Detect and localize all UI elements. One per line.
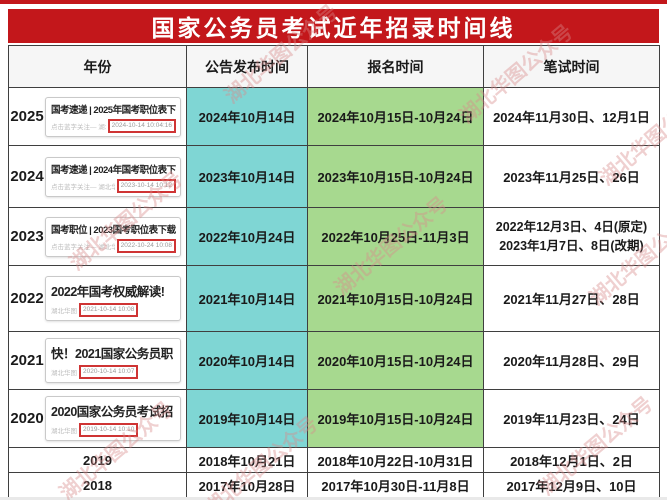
article-source: 湖北华图 — [51, 308, 77, 315]
year-label: 2025 — [10, 108, 44, 125]
timestamp-highlight: 2024-10-14 10:04:16 — [107, 118, 176, 133]
announce-cell: 2024年10月14日 — [187, 88, 308, 146]
top-red-line — [0, 0, 667, 4]
register-cell: 2022年10月25日-11月3日 — [308, 208, 484, 266]
year-cell: 2023 国考职位 | 2023国考职位表下载! 点击蓝字关注— 湖北华图 20… — [9, 208, 187, 266]
article-meta: 点击蓝字关注— 湖北华图 2024-10-14 10:04:16 — [51, 118, 176, 133]
article-source: 点击蓝字关注— 湖北华图 — [51, 183, 115, 191]
register-cell: 2024年10月15日-10月24日 — [308, 88, 484, 146]
column-header-register: 报名时间 — [308, 46, 484, 88]
column-header-announce: 公告发布时间 — [187, 46, 308, 88]
article-card: 国考职位 | 2023国考职位表下载! 点击蓝字关注— 湖北华图 2022-10… — [45, 216, 181, 257]
announce-cell: 2017年10月28日 — [187, 473, 308, 498]
bottom-edge — [0, 497, 667, 500]
timeline-table: 年份 公告发布时间 报名时间 笔试时间 2025 国考速递 | 2025年国考职… — [8, 45, 660, 498]
timestamp-highlight: 2020-10-14 10:07 — [79, 365, 139, 379]
timestamp-highlight: 2021-10-14 10:08 — [79, 303, 139, 317]
article-card: 2022年国考权威解读! 湖北华图 2021-10-14 10:08 — [45, 276, 181, 321]
register-cell: 2020年10月15日-10月24日 — [308, 332, 484, 390]
year-cell: 2019 — [9, 448, 187, 473]
column-header-exam: 笔试时间 — [484, 46, 660, 88]
article-title: 国考速递 | 2024年国考职位表下载! — [51, 164, 176, 176]
year-label: 2021 — [10, 352, 44, 369]
article-card: 快！2021国家公务员职 湖北华图 2020-10-14 10:07 — [45, 338, 181, 383]
year-label: 2023 — [10, 228, 44, 245]
exam-cell: 2018年12月1日、2日 — [484, 448, 660, 473]
announce-cell: 2022年10月24日 — [187, 208, 308, 266]
article-source: 点击蓝字关注— 湖北华图 — [51, 243, 115, 251]
announce-cell: 2018年10月21日 — [187, 448, 308, 473]
register-cell: 2018年10月22日-10月31日 — [308, 448, 484, 473]
exam-cell: 2017年12月9日、10日 — [484, 473, 660, 498]
year-cell: 2025 国考速递 | 2025年国考职位表下载! 点击蓝字关注— 湖北华图 2… — [9, 88, 187, 146]
article-meta: 湖北华图 2021-10-14 10:08 — [51, 303, 176, 317]
register-cell: 2017年10月30日-11月8日 — [308, 473, 484, 498]
article-card: 国考速递 | 2025年国考职位表下载! 点击蓝字关注— 湖北华图 2024-1… — [45, 96, 181, 137]
year-cell: 2024 国考速递 | 2024年国考职位表下载! 点击蓝字关注— 湖北华图 2… — [9, 146, 187, 208]
article-source: 湖北华图 — [51, 428, 77, 435]
timestamp-highlight: 2023-10-14 10:12 — [116, 178, 176, 193]
year-cell: 2020 2020国家公务员考试招 湖北华图 2019-10-14 10:10 — [9, 390, 187, 448]
announce-cell: 2020年10月14日 — [187, 332, 308, 390]
announce-cell: 2023年10月14日 — [187, 146, 308, 208]
register-cell: 2021年10月15日-10月24日 — [308, 266, 484, 332]
article-card: 2020国家公务员考试招 湖北华图 2019-10-14 10:10 — [45, 396, 181, 441]
article-title: 国考职位 | 2023国考职位表下载! — [51, 224, 176, 236]
column-header-year: 年份 — [9, 46, 187, 88]
article-meta: 点击蓝字关注— 湖北华图 2023-10-14 10:12 — [51, 178, 176, 193]
year-label: 2020 — [10, 410, 44, 427]
article-title: 2020国家公务员考试招 — [51, 405, 173, 419]
year-cell: 2018 — [9, 473, 187, 498]
year-cell: 2022 2022年国考权威解读! 湖北华图 2021-10-14 10:08 — [9, 266, 187, 332]
article-title: 快！2021国家公务员职 — [51, 347, 173, 361]
exam-cell: 2023年11月25日、26日 — [484, 146, 660, 208]
announce-cell: 2019年10月14日 — [187, 390, 308, 448]
exam-cell: 2019年11月23日、24日 — [484, 390, 660, 448]
exam-cell: 2020年11月28日、29日 — [484, 332, 660, 390]
article-source: 点击蓝字关注— 湖北华图 — [51, 123, 106, 131]
article-card: 国考速递 | 2024年国考职位表下载! 点击蓝字关注— 湖北华图 2023-1… — [45, 156, 181, 197]
register-cell: 2023年10月15日-10月24日 — [308, 146, 484, 208]
article-source: 湖北华图 — [51, 370, 77, 377]
article-meta: 点击蓝字关注— 湖北华图 2022-10-24 10:08 — [51, 238, 176, 253]
year-label: 2024 — [10, 168, 44, 185]
timestamp-highlight: 2019-10-14 10:10 — [79, 423, 139, 437]
article-title: 国考速递 | 2025年国考职位表下载! — [51, 104, 176, 116]
exam-cell: 2022年12月3日、4日(原定) 2023年1月7日、8日(改期) — [484, 208, 660, 266]
article-meta: 湖北华图 2020-10-14 10:07 — [51, 365, 176, 379]
year-cell: 2021 快！2021国家公务员职 湖北华图 2020-10-14 10:07 — [9, 332, 187, 390]
year-label: 2022 — [10, 290, 44, 307]
exam-cell: 2021年11月27日、28日 — [484, 266, 660, 332]
exam-cell: 2024年11月30日、12月1日 — [484, 88, 660, 146]
article-meta: 湖北华图 2019-10-14 10:10 — [51, 423, 176, 437]
announce-cell: 2021年10月14日 — [187, 266, 308, 332]
register-cell: 2019年10月15日-10月24日 — [308, 390, 484, 448]
article-title: 2022年国考权威解读! — [51, 285, 165, 299]
page-title: 国家公务员考试近年招录时间线 — [8, 9, 659, 43]
timestamp-highlight: 2022-10-24 10:08 — [116, 238, 176, 253]
